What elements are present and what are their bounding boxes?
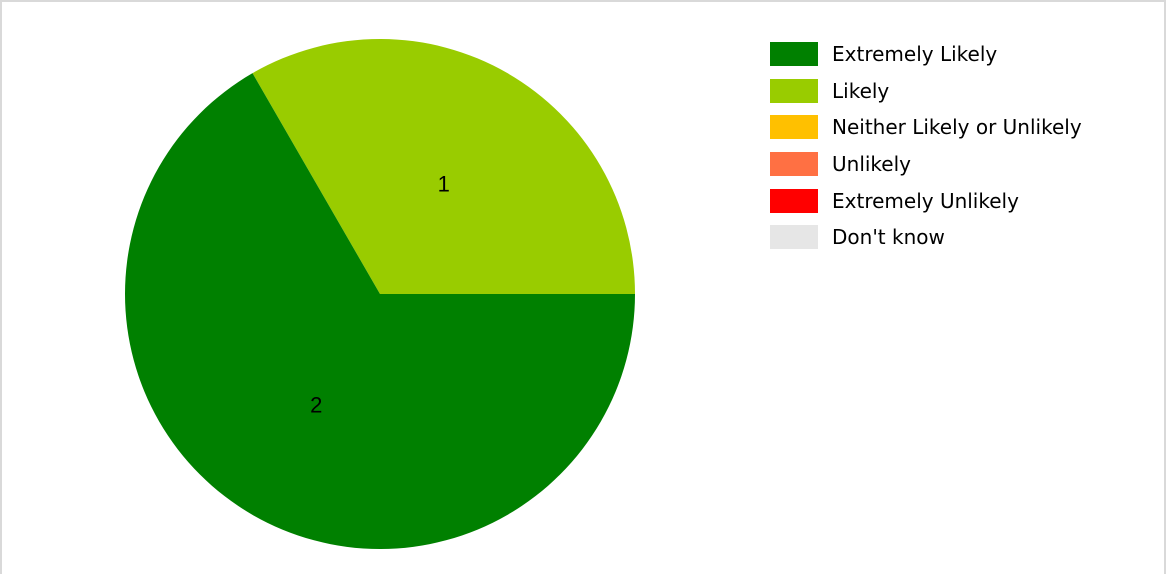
pie-slice-extremely-likely: [125, 73, 636, 550]
chart-legend: Extremely Likely Likely Neither Likely or …: [770, 36, 1082, 256]
legend-label: Neither Likely or Unlikely: [832, 115, 1082, 140]
legend-item: Extremely Unlikely: [770, 182, 1082, 219]
legend-item: Likely: [770, 73, 1082, 110]
legend-swatch: [770, 42, 818, 67]
legend-item: Neither Likely or Unlikely: [770, 109, 1082, 146]
data-label-extremely-likely: 2: [310, 392, 322, 417]
legend-label: Likely: [832, 78, 890, 103]
data-label-likely: 1: [438, 172, 450, 197]
legend-label: Don't know: [832, 225, 945, 250]
legend-swatch: [770, 115, 818, 140]
legend-swatch: [770, 188, 818, 213]
legend-label: Extremely Unlikely: [832, 188, 1019, 213]
legend-label: Extremely Likely: [832, 42, 998, 67]
pie-slice-likely: [252, 38, 635, 294]
legend-label: Unlikely: [832, 152, 911, 177]
legend-item: Don't know: [770, 219, 1082, 256]
legend-item: Unlikely: [770, 146, 1082, 183]
legend-item: Extremely Likely: [770, 36, 1082, 73]
legend-swatch: [770, 152, 818, 177]
pie-slices: [125, 38, 636, 550]
legend-swatch: [770, 225, 818, 250]
pie-data-labels: 12: [310, 172, 450, 418]
legend-swatch: [770, 78, 818, 103]
